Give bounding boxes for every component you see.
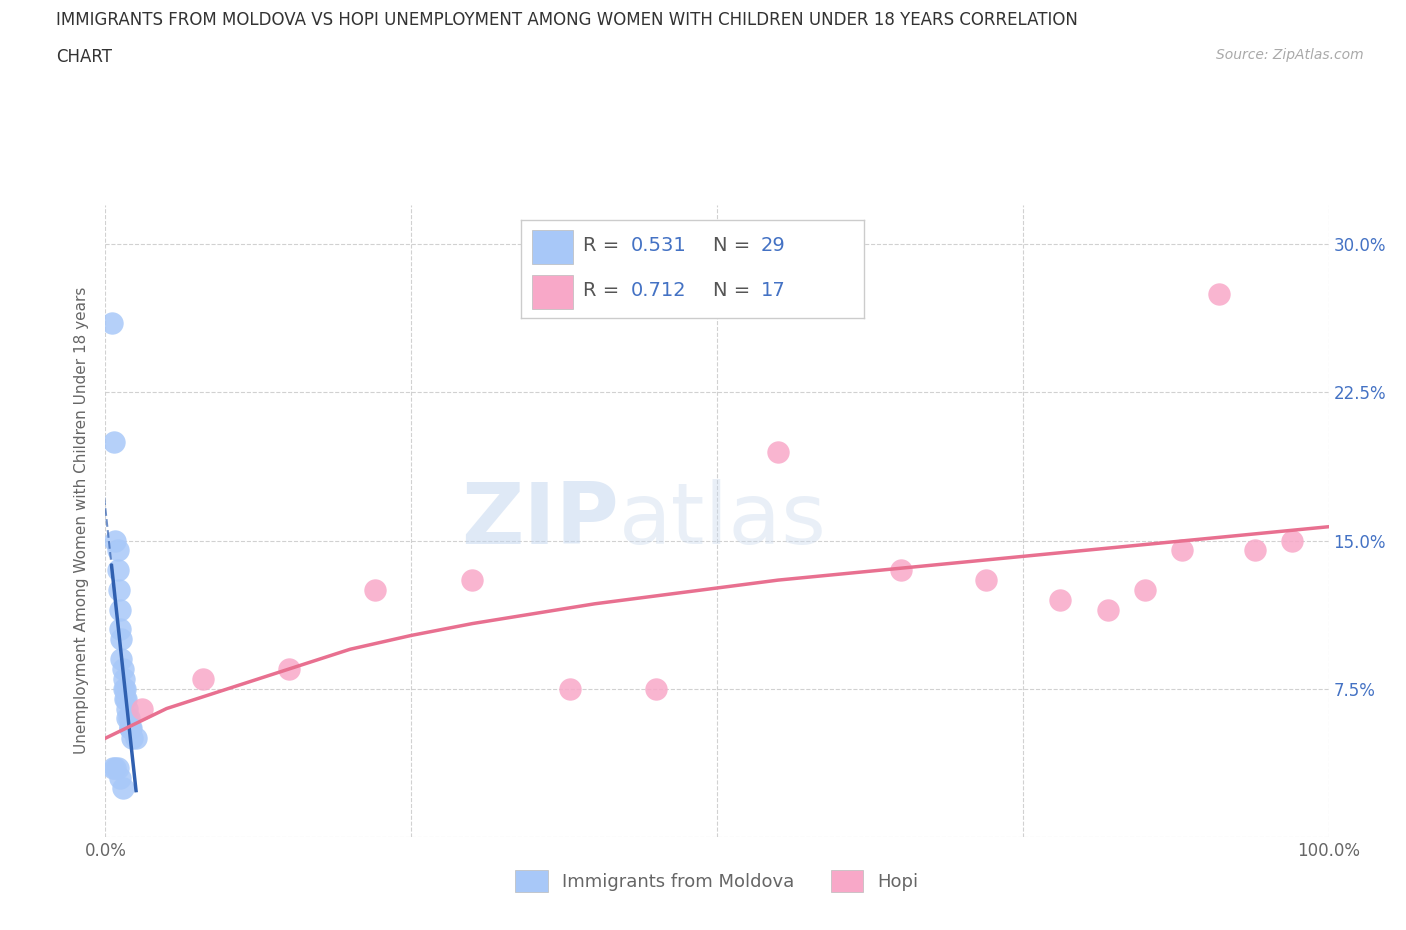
Point — [131, 701, 153, 716]
Point — [114, 682, 136, 697]
Point — [115, 691, 138, 706]
Point — [644, 682, 668, 697]
Point — [110, 652, 132, 667]
Point — [104, 761, 127, 776]
Y-axis label: Unemployment Among Women with Children Under 18 years: Unemployment Among Women with Children U… — [75, 287, 90, 754]
Legend: Immigrants from Moldova, Hopi: Immigrants from Moldova, Hopi — [506, 860, 928, 900]
Point — [107, 563, 129, 578]
Point — [101, 761, 124, 776]
Point — [1244, 543, 1267, 558]
Text: IMMIGRANTS FROM MOLDOVA VS HOPI UNEMPLOYMENT AMONG WOMEN WITH CHILDREN UNDER 18 : IMMIGRANTS FROM MOLDOVA VS HOPI UNEMPLOY… — [56, 11, 1078, 29]
Point — [108, 770, 131, 785]
Point — [1133, 582, 1156, 597]
Point — [768, 445, 790, 459]
Text: 29: 29 — [761, 236, 786, 256]
Point — [100, 316, 122, 331]
Point — [461, 573, 484, 588]
Point — [112, 671, 135, 686]
Text: R =: R = — [583, 236, 626, 256]
Point — [1281, 533, 1303, 548]
Point — [108, 603, 131, 618]
Point — [107, 761, 129, 776]
Text: atlas: atlas — [619, 479, 827, 563]
Point — [974, 573, 997, 588]
Point — [1171, 543, 1194, 558]
Point — [111, 661, 134, 676]
Text: R =: R = — [583, 282, 626, 300]
Point — [120, 721, 142, 736]
Point — [108, 622, 131, 637]
Text: N =: N = — [713, 236, 756, 256]
Point — [193, 671, 215, 686]
Text: N =: N = — [713, 282, 756, 300]
Text: Source: ZipAtlas.com: Source: ZipAtlas.com — [1216, 48, 1364, 62]
Point — [125, 731, 148, 746]
Point — [121, 731, 143, 746]
Point — [117, 701, 139, 716]
Text: 0.531: 0.531 — [631, 236, 686, 256]
Point — [1097, 603, 1119, 618]
Text: 0.712: 0.712 — [631, 282, 686, 300]
Point — [112, 682, 135, 697]
Point — [111, 780, 134, 795]
Text: 17: 17 — [761, 282, 786, 300]
Point — [1049, 592, 1071, 607]
Point — [117, 711, 139, 726]
Point — [118, 721, 141, 736]
Text: CHART: CHART — [56, 48, 112, 66]
FancyBboxPatch shape — [531, 231, 572, 263]
Point — [890, 563, 912, 578]
Point — [278, 661, 301, 676]
Point — [104, 533, 127, 548]
Point — [110, 632, 132, 647]
Point — [114, 691, 136, 706]
Point — [118, 711, 141, 726]
Point — [107, 543, 129, 558]
Point — [108, 582, 131, 597]
Point — [103, 434, 125, 449]
Point — [118, 721, 141, 736]
Point — [560, 682, 582, 697]
Point — [363, 582, 385, 597]
Point — [1208, 286, 1230, 301]
FancyBboxPatch shape — [531, 275, 572, 309]
Text: ZIP: ZIP — [461, 479, 619, 563]
